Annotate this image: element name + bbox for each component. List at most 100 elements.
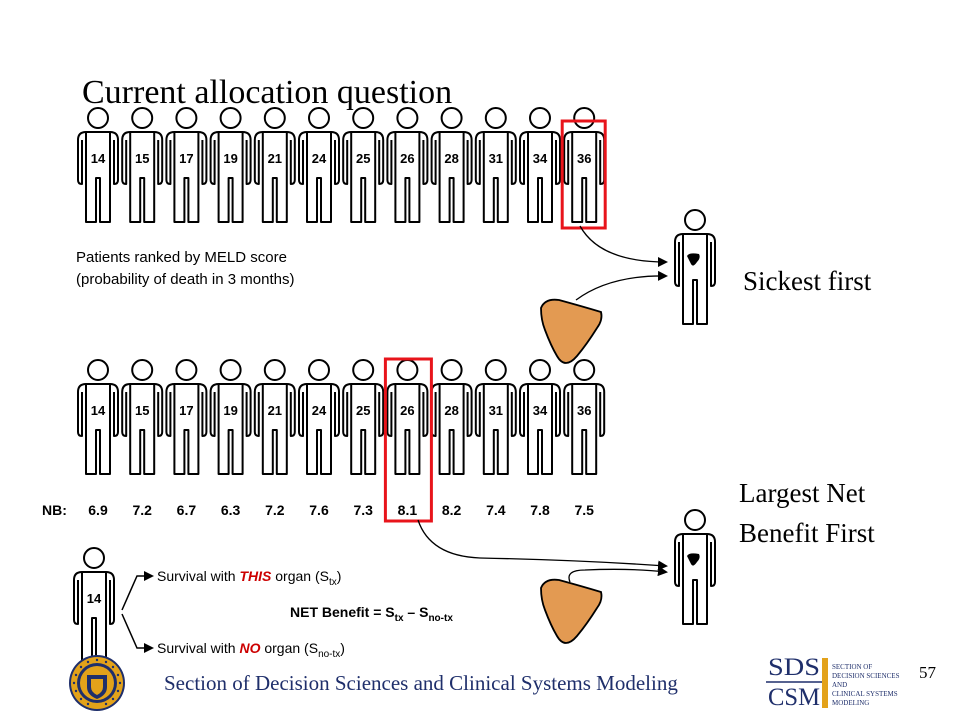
top-meld-score-11: 36: [577, 151, 591, 166]
bottom-person-icon-2: 17: [165, 359, 208, 475]
logo-text-line-3: CLINICAL SYSTEMS: [832, 690, 898, 698]
top-person-icon-9: 31: [474, 107, 517, 223]
university-seal-logo: [69, 655, 125, 711]
logo-csm: CSM: [768, 684, 820, 711]
logo-text-line-0: SECTION OF: [832, 663, 872, 671]
bottom-person-icon-11: 36: [563, 359, 606, 475]
example-patient-score: 14: [87, 591, 102, 606]
top-meld-score-9: 31: [489, 151, 503, 166]
bottom-meld-score-5: 24: [312, 403, 327, 418]
bottom-person-icon-9: 31: [474, 359, 517, 475]
top-person-icon-2: 17: [165, 107, 208, 223]
highlight-box-net-benefit: [383, 357, 433, 523]
bottom-person-icon-3: 19: [209, 359, 252, 475]
nb-value-8: 8.2: [442, 502, 462, 518]
top-meld-score-5: 24: [312, 151, 327, 166]
arrow-sickest-to-recipient: [579, 225, 668, 267]
bottom-meld-score-7: 26: [400, 403, 414, 418]
nb-value-6: 7.3: [353, 502, 373, 518]
top-person-icon-8: 28: [430, 107, 473, 223]
survival-this-organ: Survival with THIS organ (Stx): [157, 568, 341, 588]
top-person-icon-6: 25: [342, 107, 385, 223]
liver-icon: [540, 298, 603, 364]
nb-value-4: 7.2: [265, 502, 285, 518]
bottom-meld-score-0: 14: [91, 403, 106, 418]
bottom-meld-score-3: 19: [223, 403, 237, 418]
bottom-meld-score-2: 17: [179, 403, 193, 418]
bottom-person-icon-4: 21: [253, 359, 296, 475]
page-number: 57: [919, 663, 937, 682]
ranking-note-line2: (probability of death in 3 months): [76, 271, 294, 288]
example-patient-icon: 14: [73, 547, 115, 663]
bottom-meld-score-6: 25: [356, 403, 370, 418]
bottom-meld-score-4: 21: [268, 403, 282, 418]
top-meld-score-10: 34: [533, 151, 548, 166]
bottom-meld-score-11: 36: [577, 403, 591, 418]
fork-arrow-this: [121, 571, 154, 611]
nb-value-3: 6.3: [221, 502, 241, 518]
logo-text-line-4: MODELING: [832, 699, 869, 707]
bottom-person-icon-6: 25: [342, 359, 385, 475]
ranking-note-line1: Patients ranked by MELD score: [76, 249, 287, 266]
recipient-person-icon: [674, 209, 716, 325]
top-meld-score-4: 21: [268, 151, 282, 166]
bottom-person-icon-10: 34: [519, 359, 561, 475]
top-person-icon-10: 34: [519, 107, 561, 223]
patient-row-ranked: 14 15 17 19 21 24 25 26 28 31 34 36: [77, 107, 606, 223]
nb-values-row: 6.9 7.2 6.7 6.3 7.2 7.6 7.3 8.1 8.2 7.4 7.8 7.5: [88, 502, 594, 518]
nb-value-1: 7.2: [132, 502, 152, 518]
fork-arrow-no: [121, 613, 154, 653]
top-person-icon-4: 21: [253, 107, 296, 223]
liver-icon-bottom: [540, 578, 603, 644]
bottom-person-icon-5: 24: [298, 359, 340, 475]
bottom-person-icon-8: 28: [430, 359, 473, 475]
bottom-meld-score-1: 15: [135, 403, 149, 418]
top-meld-score-6: 25: [356, 151, 370, 166]
recipient-person-icon-bottom: [674, 509, 716, 625]
arrow-liver-to-recipient-bottom: [568, 566, 668, 583]
liver-in-body-icon: [687, 253, 700, 266]
nb-value-10: 7.8: [530, 502, 550, 518]
nb-value-2: 6.7: [177, 502, 197, 518]
survival-no-organ: Survival with NO organ (Sno-tx): [157, 640, 345, 660]
top-person-icon-11: 36: [563, 107, 606, 223]
bottom-person-icon-0: 14: [77, 359, 119, 475]
top-person-icon-7: 26: [386, 107, 429, 223]
top-meld-score-7: 26: [400, 151, 414, 166]
nb-value-5: 7.6: [309, 502, 329, 518]
strategy-net-benefit-line2: Benefit First: [739, 518, 875, 548]
bottom-person-icon-7: 26: [386, 359, 429, 475]
nb-value-9: 7.4: [486, 502, 506, 518]
footer-section-name: Section of Decision Sciences and Clinica…: [164, 671, 678, 695]
top-meld-score-2: 17: [179, 151, 193, 166]
nb-value-0: 6.9: [88, 502, 108, 518]
patient-row-net-benefit: 14 15 17 19 21 24 25 26 28 31 34 36: [77, 359, 606, 475]
arrow-net-benefit-to-recipient: [417, 519, 668, 571]
top-meld-score-8: 28: [444, 151, 458, 166]
top-meld-score-3: 19: [223, 151, 237, 166]
nb-label: NB:: [42, 502, 67, 518]
strategy-sickest-first: Sickest first: [743, 266, 872, 296]
liver-in-body-icon-bottom: [687, 553, 700, 566]
highlight-box-sickest: [560, 119, 607, 230]
top-person-icon-3: 19: [209, 107, 252, 223]
nb-value-11: 7.5: [574, 502, 594, 518]
top-person-icon-1: 15: [121, 107, 164, 223]
logo-text-line-2: AND: [832, 681, 847, 689]
net-benefit-formula: NET Benefit = Stx – Sno-tx: [290, 604, 453, 624]
slide-title: Current allocation question: [82, 74, 452, 111]
logo-text-line-1: DECISION SCIENCES: [832, 672, 900, 680]
top-person-icon-0: 14: [77, 107, 119, 223]
nb-value-7: 8.1: [398, 502, 418, 518]
logo-sds: SDS: [768, 654, 820, 681]
bottom-person-icon-1: 15: [121, 359, 164, 475]
strategy-net-benefit-line1: Largest Net: [739, 478, 866, 508]
top-meld-score-1: 15: [135, 151, 149, 166]
bottom-meld-score-8: 28: [444, 403, 458, 418]
top-meld-score-0: 14: [91, 151, 106, 166]
bottom-meld-score-9: 31: [489, 403, 503, 418]
top-person-icon-5: 24: [298, 107, 340, 223]
arrow-liver-to-recipient-top: [575, 270, 668, 301]
